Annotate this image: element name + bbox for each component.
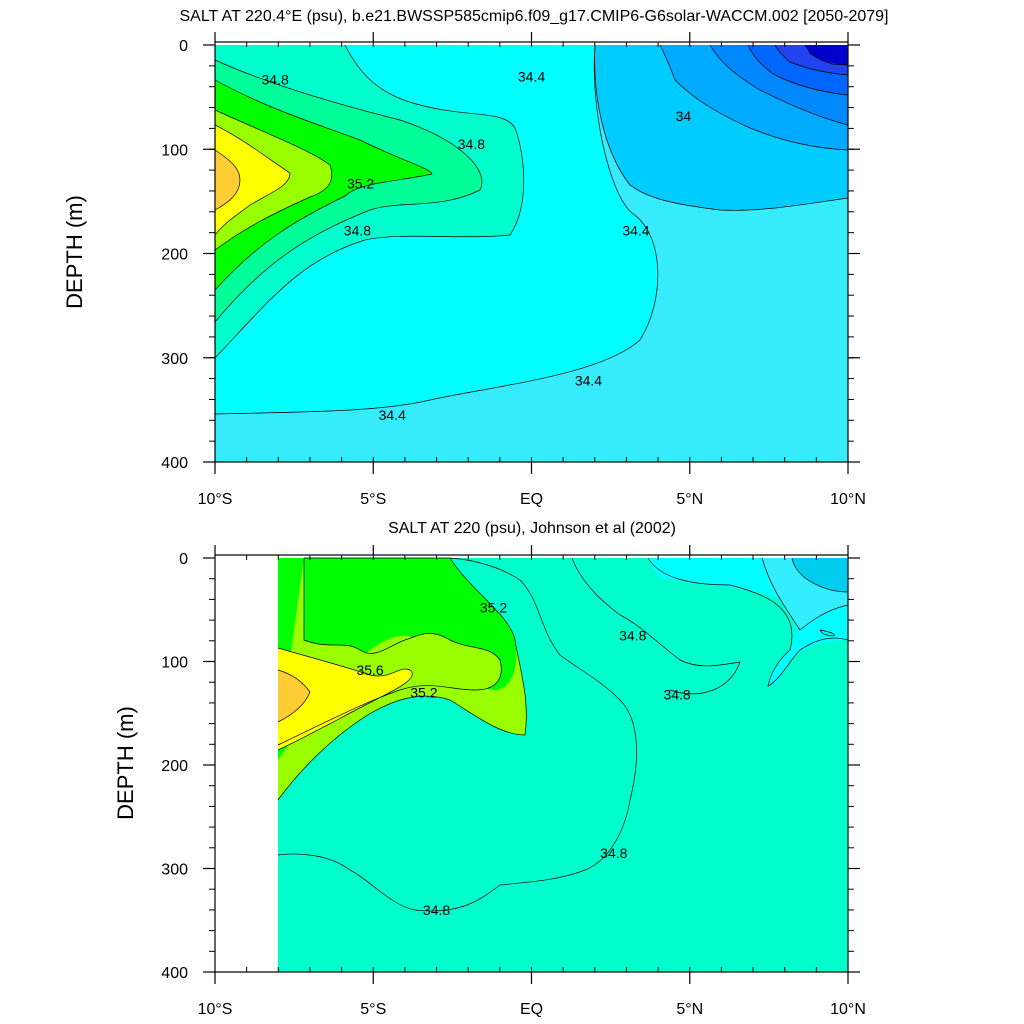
bottom-contour-fill — [278, 558, 848, 972]
bottom-isoline — [571, 557, 741, 695]
top-y-tick-label: 400 — [161, 455, 188, 472]
top-isoline — [774, 44, 849, 76]
top-isoline — [747, 44, 849, 96]
top-isoline — [214, 109, 333, 251]
top-isoline — [659, 44, 849, 151]
top-x-tick-label: 5°S — [360, 491, 386, 508]
bottom-ylabel: DEPTH (m) — [113, 706, 138, 820]
bottom-isoline — [819, 629, 835, 637]
top-fill-lt-33.4 — [805, 45, 848, 65]
top-y-tick-label: 300 — [161, 351, 188, 368]
top-isoline — [214, 124, 291, 236]
top-y-tick-label: 200 — [161, 247, 188, 264]
bottom-contour-label: 35.2 — [480, 600, 507, 616]
bottom-panel-title: SALT AT 220 (psu), Johnson et al (2002) — [388, 520, 676, 537]
bottom-axes: 10°S 5°S EQ 5°N 10°N 0 100 200 300 400 — [161, 545, 866, 1018]
bottom-isoline — [277, 669, 311, 723]
top-ylabel: DEPTH (m) — [62, 195, 87, 309]
top-isoline — [709, 44, 849, 126]
top-x-tick-label: 10°S — [198, 491, 233, 508]
top-contour-label: 34.8 — [344, 223, 371, 239]
bottom-y-tick-label: 300 — [161, 862, 188, 879]
top-fill-35.6-35.8 — [215, 125, 290, 235]
top-isoline — [804, 44, 849, 66]
top-isoline — [214, 149, 241, 211]
top-x-tick-label: 5°N — [676, 491, 703, 508]
top-isoline — [214, 44, 525, 359]
bottom-y-tick-label: 200 — [161, 758, 188, 775]
bottom-isoline — [791, 557, 849, 593]
bottom-isoline — [761, 557, 849, 631]
bottom-contour-label: 35.6 — [356, 662, 383, 678]
top-isoline — [214, 79, 433, 291]
top-contour-fill — [215, 45, 848, 462]
top-y-tick-label: 0 — [179, 38, 188, 55]
bottom-fill-35.8-36.0 — [278, 670, 310, 722]
top-x-tick-label: 10°N — [830, 491, 866, 508]
bottom-y-tick-label: 100 — [161, 655, 188, 672]
bottom-panel: SALT AT 220 (psu), Johnson et al (2002) — [113, 520, 866, 1018]
bottom-contour-label: 35.2 — [410, 685, 437, 701]
bottom-contour-labels: 35.2 35.6 35.2 34.8 34.8 34.8 34.8 — [356, 600, 690, 918]
top-contour-label: 34.4 — [379, 407, 406, 423]
bottom-x-tick-label: 5°N — [676, 1001, 703, 1018]
bottom-contour-label: 34.8 — [423, 902, 450, 918]
top-contour-label: 34.4 — [575, 373, 602, 389]
top-contour-label: 34.8 — [458, 136, 485, 152]
bottom-contour-lines — [277, 557, 849, 912]
top-y-tick-label: 100 — [161, 142, 188, 159]
bottom-x-tick-label: 10°S — [198, 1001, 233, 1018]
bottom-isoline — [277, 647, 413, 751]
top-contour-label: 34.4 — [518, 68, 545, 84]
bottom-y-tick-label: 0 — [179, 551, 188, 568]
top-panel: SALT AT 220.4°E (psu), b.e21.BWSSP585cmi… — [62, 8, 888, 508]
top-contour-labels: 34.8 34.8 35.2 34.8 34.4 34 34.4 34.4 34.4 — [262, 68, 692, 423]
top-isoline — [214, 59, 483, 323]
top-contour-label: 34.8 — [262, 71, 289, 87]
bottom-fill-35.6-35.8 — [278, 648, 413, 750]
top-axes: 10°S 5°S EQ 5°N 10°N 0 100 200 300 400 — [161, 32, 866, 508]
bottom-x-tick-label: 10°N — [830, 1001, 866, 1018]
bottom-isoline — [647, 557, 849, 687]
top-contour-lines — [214, 44, 849, 415]
bottom-contour-label: 34.8 — [663, 687, 690, 703]
top-isoline — [594, 44, 849, 211]
top-contour-label: 34.4 — [622, 223, 649, 239]
top-x-tick-label: EQ — [520, 491, 543, 508]
bottom-y-tick-label: 400 — [161, 965, 188, 982]
top-contour-label: 34 — [676, 108, 692, 124]
top-contour-label: 35.2 — [347, 176, 374, 192]
bottom-isoline — [277, 558, 502, 746]
bottom-x-tick-label: 5°S — [360, 1001, 386, 1018]
bottom-fill-35.0-35.2 — [278, 558, 517, 760]
bottom-contour-label: 34.8 — [619, 628, 646, 644]
top-isoline — [214, 44, 659, 415]
bottom-fill-lt-34.4 — [792, 558, 848, 592]
bottom-x-tick-label: EQ — [520, 1001, 543, 1018]
bottom-isoline — [277, 557, 637, 912]
bottom-contour-label: 34.8 — [600, 845, 627, 861]
top-panel-title: SALT AT 220.4°E (psu), b.e21.BWSSP585cmi… — [180, 8, 889, 25]
bottom-isoline — [277, 557, 527, 801]
